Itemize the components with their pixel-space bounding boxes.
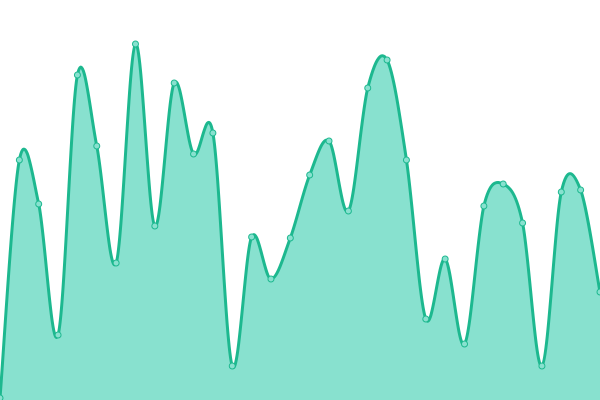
data-point (190, 150, 198, 158)
data-point (228, 362, 236, 370)
data-point (93, 142, 101, 150)
data-point (538, 362, 546, 370)
data-point (306, 171, 314, 179)
data-point (596, 288, 600, 296)
data-point (151, 222, 159, 230)
data-point (519, 219, 527, 227)
data-point (557, 188, 565, 196)
data-point (267, 275, 275, 283)
data-point (461, 340, 469, 348)
data-point (170, 79, 178, 87)
data-point (383, 56, 391, 64)
data-point (248, 233, 256, 241)
data-point (499, 180, 507, 188)
area-fill (0, 43, 600, 400)
data-point (131, 40, 139, 48)
data-point (364, 84, 372, 92)
data-point (209, 129, 217, 137)
data-point (15, 156, 23, 164)
data-point (577, 186, 585, 194)
data-point (286, 234, 294, 242)
data-point (112, 259, 120, 267)
data-point (325, 137, 333, 145)
data-point (480, 202, 488, 210)
data-point (402, 156, 410, 164)
data-point (441, 255, 449, 263)
data-point (35, 200, 43, 208)
data-point (73, 71, 81, 79)
data-point (344, 207, 352, 215)
data-point (54, 331, 62, 339)
data-point (0, 394, 4, 400)
data-point (422, 315, 430, 323)
